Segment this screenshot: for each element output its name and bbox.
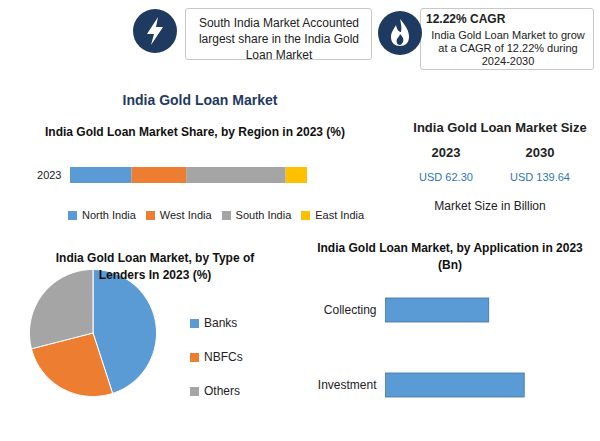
html-text:East India: East India — [315, 209, 365, 221]
html-text:2030: 2030 — [525, 145, 555, 160]
html-text:USD 62.30: USD 62.30 — [419, 171, 473, 183]
html-text:India Gold Loan Market to grow: India Gold Loan Market to grow at a CAGR… — [431, 29, 585, 67]
html-text:Others: Others — [204, 384, 240, 398]
html-text:Market Size in Billion: Market Size in Billion — [434, 199, 546, 213]
html-text:West India: West India — [159, 209, 212, 221]
html-text:12.22% CAGR: 12.22% CAGR — [426, 12, 506, 26]
html-text:India Gold Loan Market: India Gold Loan Market — [122, 92, 278, 108]
html-text:NBFCs: NBFCs — [204, 350, 243, 364]
html-text:India Gold Loan Market Size: India Gold Loan Market Size — [413, 120, 587, 135]
html-text:North India: North India — [82, 209, 136, 221]
html-text:India Gold Loan Market Share,: India Gold Loan Market Share, by Region … — [45, 125, 345, 139]
html-text:South India: South India — [235, 209, 292, 221]
html-text:India Gold Loan Market, by App: India Gold Loan Market, by Application i… — [317, 241, 583, 272]
html-text:India Gold Loan Market, by Typ: India Gold Loan Market, by Type of Lende… — [55, 251, 255, 282]
svg-text:2023: 2023 — [37, 169, 61, 181]
html-text:Banks: Banks — [204, 316, 238, 330]
html-text:2023: 2023 — [431, 145, 461, 160]
svg-text:Collecting: Collecting — [324, 303, 377, 317]
html-text:USD 139.64: USD 139.64 — [510, 171, 570, 183]
svg-text:Investment: Investment — [318, 378, 377, 392]
html-text:South India Market Accounted l: South India Market Accounted largest sha… — [198, 16, 359, 62]
